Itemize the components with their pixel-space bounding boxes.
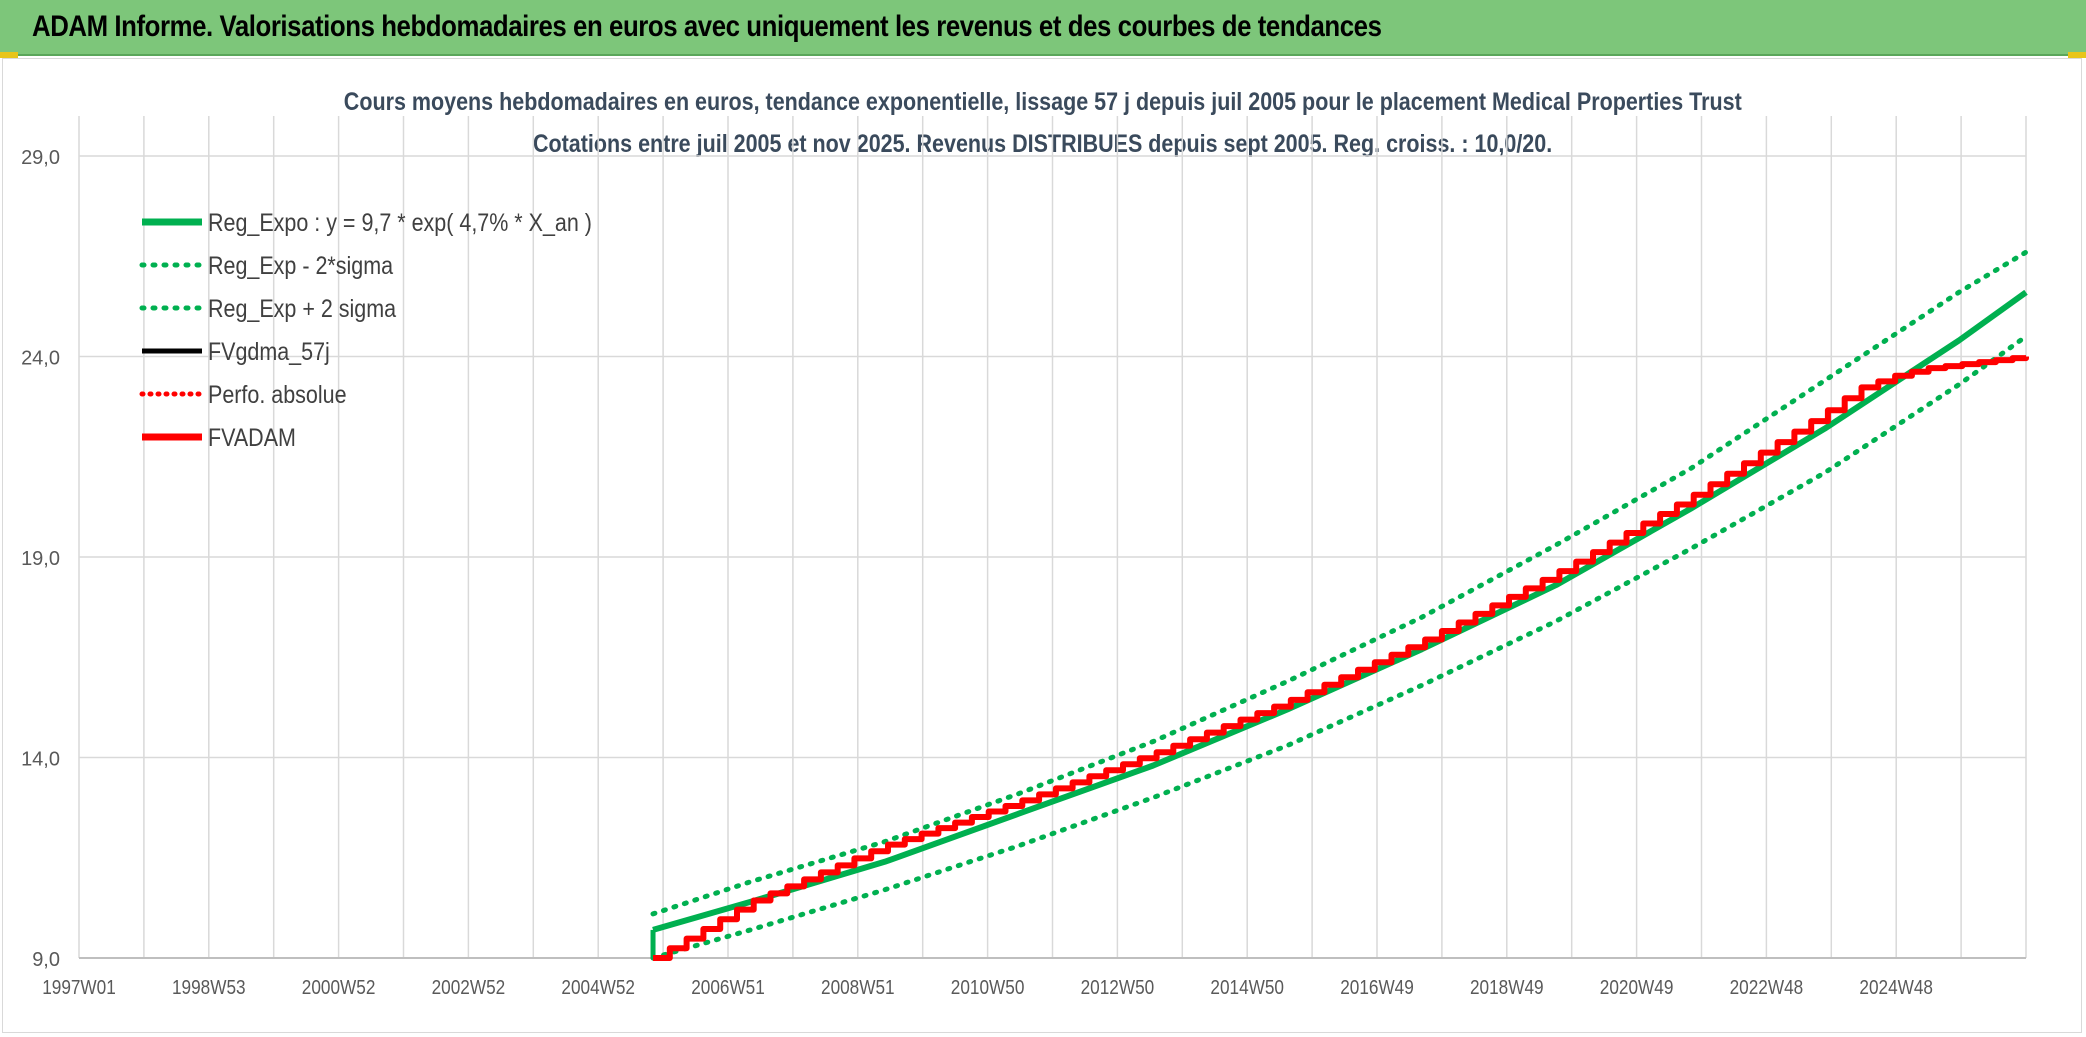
series-line-fvadam: [653, 355, 2029, 961]
x-tick-label: 1997W01: [42, 976, 116, 999]
x-tick-label: 2022W48: [1730, 976, 1804, 999]
x-tick-label: 2020W49: [1600, 976, 1674, 999]
legend-label: Perfo. absolue: [208, 380, 347, 408]
corner-marker-right: [2068, 52, 2086, 58]
legend-label: Reg_Exp + 2 sigma: [208, 294, 396, 322]
x-tick-label: 2018W49: [1470, 976, 1544, 999]
legend-label: FVgdma_57j: [208, 337, 330, 365]
y-tick-label: 9,0: [32, 949, 60, 971]
x-tick-label: 2006W51: [691, 976, 765, 999]
x-tick-label: 2012W50: [1081, 976, 1155, 999]
report-title: ADAM Informe. Valorisations hebdomadaire…: [32, 10, 1382, 43]
series-line: [650, 249, 2029, 917]
x-tick-label: 2014W50: [1210, 976, 1284, 999]
x-tick-label: 2010W50: [951, 976, 1025, 999]
legend-label: FVADAM: [208, 423, 296, 451]
y-tick-label: 24,0: [21, 348, 60, 370]
y-tick-label: 14,0: [21, 749, 60, 771]
chart-title-line-2: Cotations entre juil 2005 et nov 2025. R…: [533, 130, 1553, 158]
y-tick-label: 29,0: [21, 147, 60, 169]
x-tick-label: 2008W51: [821, 976, 895, 999]
chart-title-line-1: Cours moyens hebdomadaires en euros, ten…: [344, 88, 1742, 116]
series-line: [650, 333, 2029, 961]
series-line: [652, 289, 2028, 933]
x-tick-label: 2000W52: [302, 976, 376, 999]
x-tick-label: 2016W49: [1340, 976, 1414, 999]
x-tick-label: 2002W52: [432, 976, 506, 999]
x-tick-label: 2004W52: [561, 976, 635, 999]
x-tick-label: 2024W48: [1859, 976, 1933, 999]
y-tick-label: 19,0: [21, 548, 60, 570]
corner-marker-left: [0, 52, 18, 58]
chart-frame: [2, 58, 2082, 1033]
legend-label: Reg_Expo : y = 9,7 * exp( 4,7% * X_an ): [208, 208, 592, 236]
report-banner: ADAM Informe. Valorisations hebdomadaire…: [0, 0, 2086, 56]
x-tick-label: 1998W53: [172, 976, 246, 999]
legend-label: Reg_Exp - 2*sigma: [208, 251, 393, 279]
